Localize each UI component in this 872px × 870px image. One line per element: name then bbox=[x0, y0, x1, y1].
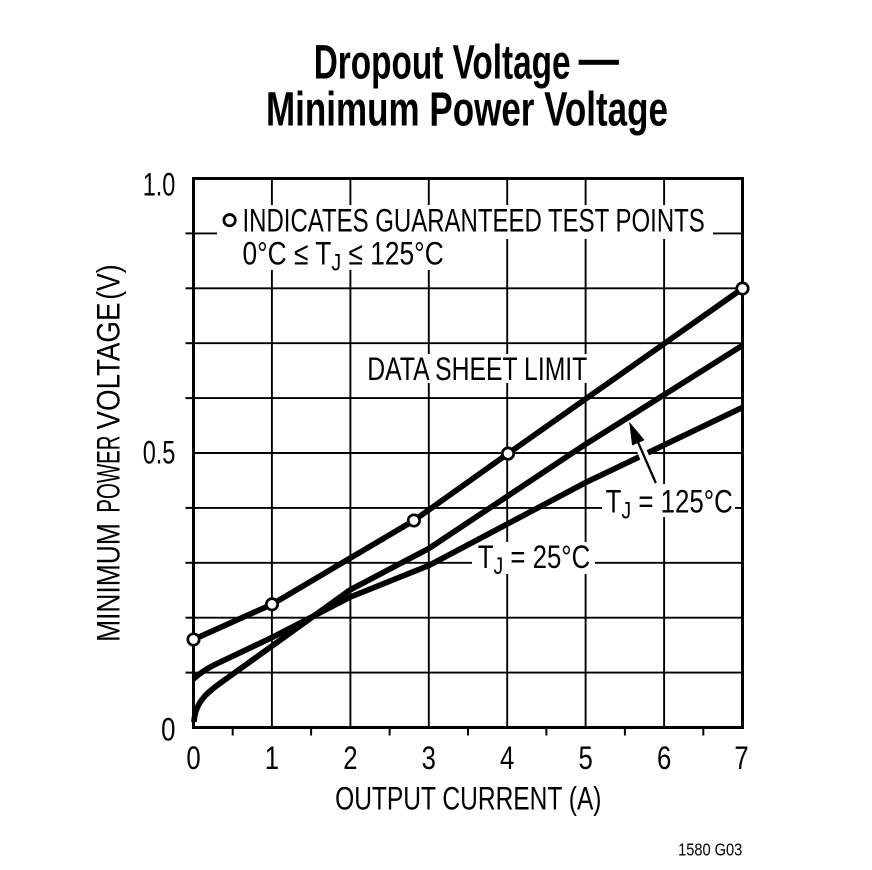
svg-text:(V): (V) bbox=[91, 264, 127, 299]
svg-text:1.0: 1.0 bbox=[143, 167, 176, 203]
svg-text:0: 0 bbox=[161, 712, 175, 748]
svg-text:7: 7 bbox=[734, 740, 748, 776]
svg-text:POWER: POWER bbox=[91, 435, 127, 512]
svg-text:3: 3 bbox=[422, 740, 436, 776]
svg-text:0.5: 0.5 bbox=[143, 435, 176, 471]
svg-text:Minimum Power Voltage: Minimum Power Voltage bbox=[266, 82, 668, 136]
svg-text:4: 4 bbox=[500, 740, 514, 776]
svg-text:0: 0 bbox=[186, 740, 200, 776]
svg-text:5: 5 bbox=[578, 740, 592, 776]
svg-text:1580 G03: 1580 G03 bbox=[678, 840, 742, 860]
svg-text:MINIMUM: MINIMUM bbox=[91, 523, 127, 642]
svg-text:OUTPUT CURRENT (A): OUTPUT CURRENT (A) bbox=[335, 780, 601, 816]
svg-text:1: 1 bbox=[265, 740, 279, 776]
svg-text:6: 6 bbox=[657, 740, 671, 776]
svg-text:DATA SHEET LIMIT: DATA SHEET LIMIT bbox=[367, 351, 587, 387]
svg-text:Dropout Voltage: Dropout Voltage bbox=[314, 36, 571, 90]
svg-text:INDICATES GUARANTEED TEST POIN: INDICATES GUARANTEED TEST POINTS bbox=[243, 203, 705, 239]
svg-text:VOLTAGE: VOLTAGE bbox=[91, 303, 127, 430]
svg-text:0°C ≤ TJ ≤ 125°C: 0°C ≤ TJ ≤ 125°C bbox=[243, 235, 444, 276]
svg-text:2: 2 bbox=[343, 740, 357, 776]
